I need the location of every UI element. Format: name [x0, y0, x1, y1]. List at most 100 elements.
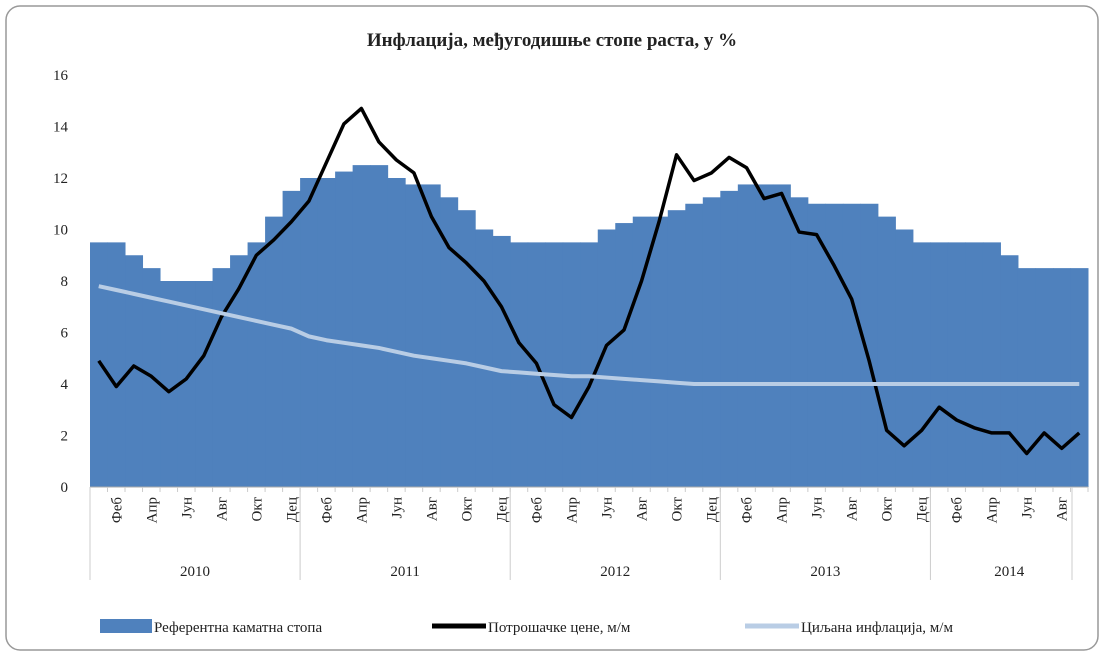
bar — [107, 242, 126, 487]
bar — [387, 178, 406, 487]
x-tick-label: Јун — [600, 497, 616, 518]
bar — [90, 242, 109, 487]
x-tick-label: Апр — [354, 497, 370, 523]
bar — [195, 281, 214, 487]
bar — [370, 165, 389, 487]
year-label: 2014 — [994, 564, 1025, 580]
bar — [702, 197, 721, 487]
bar — [825, 203, 844, 487]
y-tick-label: 0 — [61, 480, 69, 496]
legend-label: Циљана инфлација, м/м — [801, 620, 953, 636]
bar — [632, 216, 651, 487]
bar — [860, 203, 879, 487]
y-tick-label: 12 — [53, 171, 68, 187]
bar — [877, 216, 896, 487]
bar — [1017, 268, 1036, 487]
bar — [842, 203, 861, 487]
bar — [405, 184, 424, 487]
x-tick-label: Феб — [109, 497, 125, 524]
y-tick-label: 4 — [61, 377, 69, 393]
bar — [737, 184, 756, 487]
x-tick-label: Дец — [705, 497, 721, 522]
line — [97, 106, 1081, 456]
chart-title: Инфлација, међугодишње стопе раста, у % — [367, 30, 737, 51]
bar — [947, 242, 966, 487]
year-label: 2012 — [600, 564, 630, 580]
bar — [667, 210, 686, 487]
bar — [457, 210, 476, 487]
x-tick-label: Јун — [1020, 497, 1036, 518]
x-tick-label: Дец — [494, 497, 510, 522]
legend-swatch — [100, 619, 152, 633]
x-tick-label: Апр — [775, 497, 791, 523]
x-tick-label: Авг — [845, 497, 861, 521]
bar — [300, 178, 319, 487]
x-tick-label: Јун — [810, 497, 826, 518]
bar — [177, 281, 196, 487]
bar — [492, 235, 511, 487]
bar — [650, 216, 669, 487]
bar — [772, 184, 791, 487]
bar — [965, 242, 984, 487]
bar — [475, 229, 494, 487]
bar — [1052, 268, 1071, 487]
bar — [230, 255, 249, 487]
legend-label: Потрошачке цене, м/м — [488, 620, 631, 636]
bar — [247, 242, 266, 487]
bar — [597, 229, 616, 487]
x-tick-label: Феб — [529, 497, 545, 524]
x-tick-label: Апр — [985, 497, 1001, 523]
bar — [1070, 268, 1089, 487]
bar — [720, 190, 739, 487]
year-label: 2011 — [390, 564, 419, 580]
bar — [982, 242, 1001, 487]
year-label: 2010 — [180, 564, 210, 580]
x-tick-label: Авг — [424, 497, 440, 521]
x-tick-label: Јун — [389, 497, 405, 518]
x-tick-label: Авг — [1055, 497, 1071, 521]
y-tick-label: 10 — [53, 223, 68, 239]
bar — [1000, 255, 1019, 487]
bar — [352, 165, 371, 487]
x-tick-label: Феб — [319, 497, 335, 524]
bar — [545, 242, 564, 487]
x-tick-label: Дец — [915, 497, 931, 522]
bar — [335, 171, 354, 487]
line — [98, 284, 1080, 386]
bar — [755, 184, 774, 487]
x-tick-label: Дец — [284, 497, 300, 522]
bar — [580, 242, 599, 487]
x-tick-label: Апр — [144, 497, 160, 523]
bar — [160, 281, 179, 487]
bar — [615, 223, 634, 487]
x-tick-label: Окт — [670, 497, 686, 522]
bar — [282, 190, 301, 487]
bar — [912, 242, 931, 487]
y-tick-label: 14 — [53, 120, 69, 136]
x-tick-label: Окт — [249, 497, 265, 522]
x-tick-label: Авг — [635, 497, 651, 521]
x-tick-label: Окт — [880, 497, 896, 522]
legend-label: Референтна каматна стопа — [154, 620, 322, 636]
bar — [895, 229, 914, 487]
x-tick-label: Јун — [179, 497, 195, 518]
bar — [790, 197, 809, 487]
x-tick-label: Феб — [740, 497, 756, 524]
y-tick-label: 8 — [61, 274, 69, 290]
y-tick-label: 16 — [53, 68, 69, 84]
year-label: 2013 — [810, 564, 840, 580]
bar — [1035, 268, 1054, 487]
x-tick-label: Авг — [214, 497, 230, 521]
bar — [440, 197, 459, 487]
x-tick-label: Феб — [950, 497, 966, 524]
bar — [807, 203, 826, 487]
bar — [510, 242, 529, 487]
bar — [317, 178, 336, 487]
bar — [685, 203, 704, 487]
bar — [930, 242, 949, 487]
y-tick-label: 2 — [61, 429, 69, 445]
y-tick-label: 6 — [61, 326, 69, 342]
bar — [422, 184, 441, 487]
